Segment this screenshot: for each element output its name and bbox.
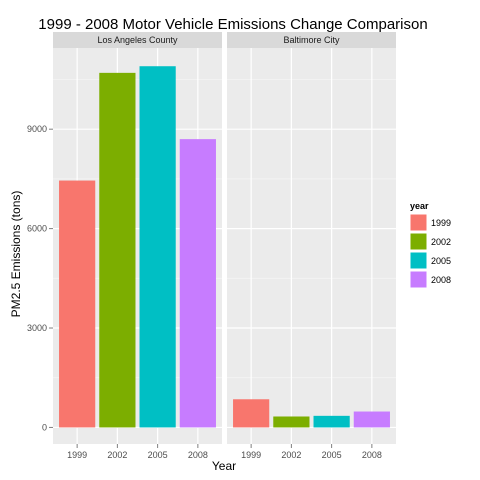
bar [313,415,350,428]
bar [99,72,136,428]
chart-title: 1999 - 2008 Motor Vehicle Emissions Chan… [38,16,427,33]
x-tick-label: 1999 [67,450,87,460]
facet-strip-label: Baltimore City [283,35,340,45]
x-tick-label: 2005 [148,450,168,460]
bar [233,399,270,428]
bar [179,139,216,428]
facet-strip [53,32,222,48]
bar [273,416,310,428]
x-tick-label: 2008 [188,450,208,460]
bar [139,66,176,428]
y-axis-title: PM2.5 Emissions (tons) [9,191,23,318]
legend-label: 1999 [431,218,451,228]
x-tick-label: 2002 [281,450,301,460]
x-tick-label: 2008 [362,450,382,460]
bar [353,411,390,428]
x-axis-title: Year [212,459,236,473]
y-axis: 0 3000 6000 9000 [27,124,53,432]
x-tick-label: 2005 [322,450,342,460]
y-tick-label: 0 [42,422,47,432]
panel-background [227,48,396,444]
legend-title: year [410,201,429,211]
legend-label: 2005 [431,256,451,266]
y-tick-label: 3000 [27,323,47,333]
facet-panel: Baltimore City 1999 2002 2005 2008 [227,32,396,460]
legend-label: 2002 [431,237,451,247]
facet-panel: Los Angeles County 1999 2002 2005 2008 [53,32,222,460]
legend-label: 2008 [431,275,451,285]
x-tick-label: 2002 [107,450,127,460]
x-tick-label: 1999 [241,450,261,460]
legend-key [409,251,428,270]
legend-key [409,270,428,289]
facet-strip-label: Los Angeles County [97,35,178,45]
y-tick-label: 9000 [27,124,47,134]
legend-key [409,232,428,251]
legend-key [409,213,428,232]
facet-strip [227,32,396,48]
y-tick-label: 6000 [27,224,47,234]
bar [59,180,96,428]
